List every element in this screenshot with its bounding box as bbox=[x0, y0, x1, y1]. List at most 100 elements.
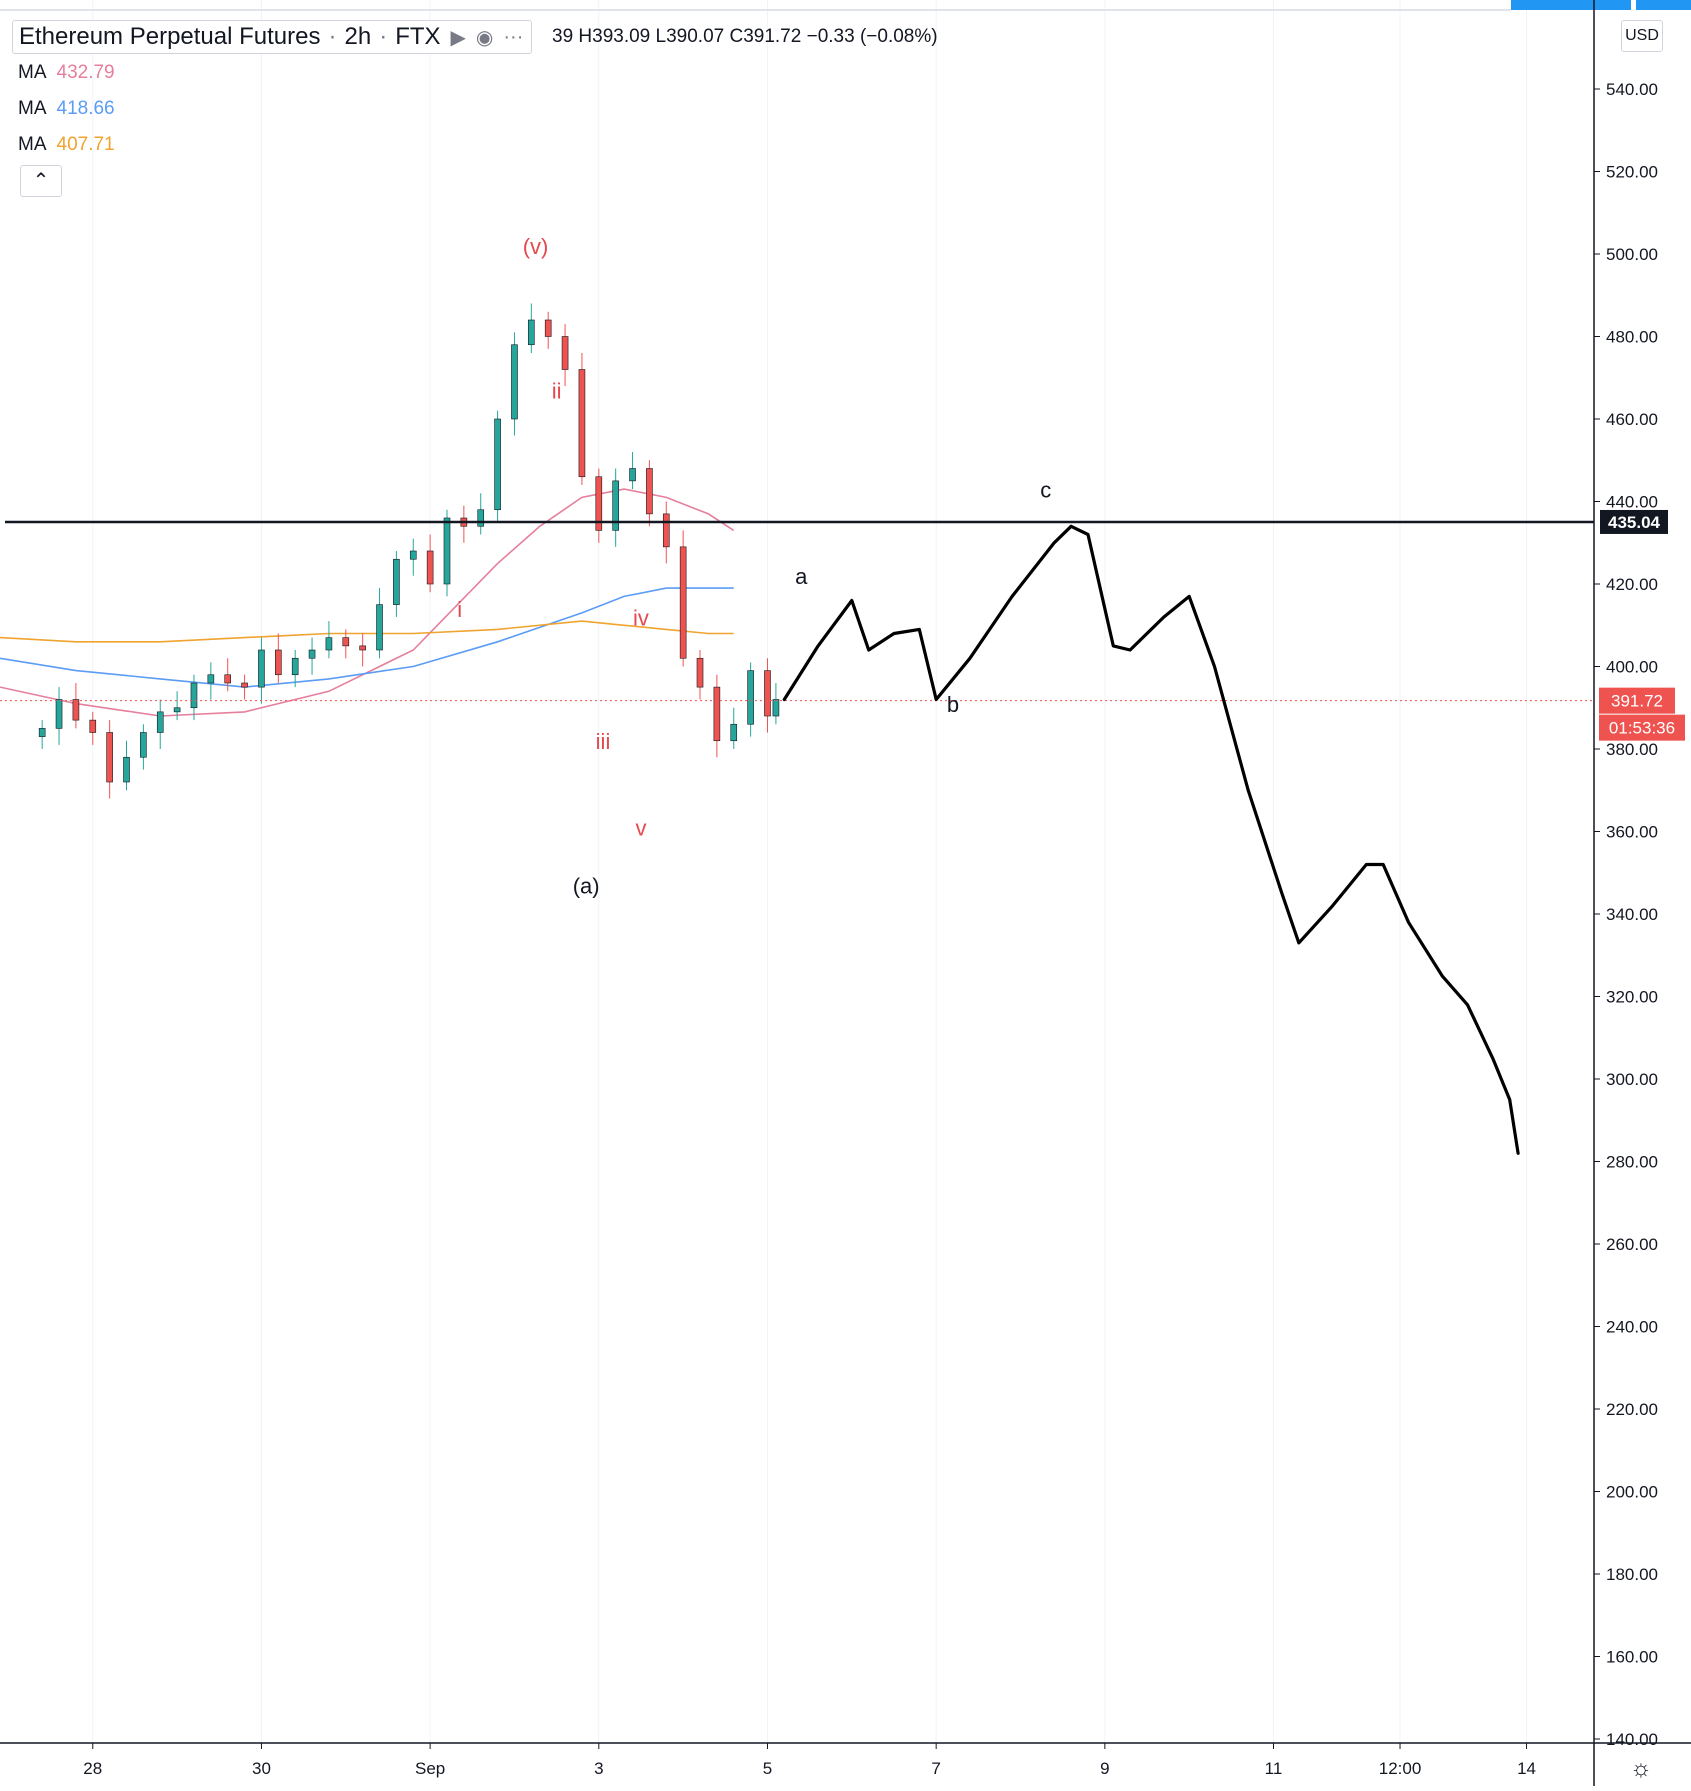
ma-value: 407.71 bbox=[56, 134, 115, 155]
bookmark-flag-icon[interactable]: ▶ bbox=[450, 26, 466, 49]
price-tick-label: 420.00 bbox=[1606, 575, 1658, 594]
price-tick-label: 460.00 bbox=[1606, 410, 1658, 429]
candle-body bbox=[595, 476, 603, 531]
time-tick-label: Sep bbox=[415, 1759, 445, 1778]
time-tick-label: 28 bbox=[83, 1759, 102, 1778]
candle-body bbox=[224, 674, 232, 684]
price-tick-label: 500.00 bbox=[1606, 245, 1658, 264]
candle-body bbox=[291, 657, 299, 676]
countdown-tag bbox=[1599, 714, 1685, 741]
candle-body bbox=[662, 513, 670, 548]
time-tick-label: 7 bbox=[931, 1759, 940, 1778]
candle-body bbox=[477, 509, 485, 527]
candle-body bbox=[342, 637, 350, 647]
ma-legend-1[interactable]: MA 432.79 bbox=[18, 62, 115, 84]
candle-body bbox=[443, 517, 451, 585]
candle-body bbox=[123, 756, 130, 783]
time-tick-label: 11 bbox=[1265, 1759, 1283, 1778]
ma-legend-2[interactable]: MA 418.66 bbox=[18, 98, 115, 120]
price-tick-label: 240.00 bbox=[1606, 1318, 1658, 1337]
collapse-legend-button[interactable]: ⌃ bbox=[20, 165, 62, 197]
price-tick-label: 260.00 bbox=[1606, 1235, 1658, 1254]
hline-price-label: 435.04 bbox=[1608, 513, 1661, 532]
wave-label: i bbox=[457, 597, 462, 622]
candle-body bbox=[528, 319, 535, 346]
candle-body bbox=[696, 657, 704, 688]
ma-line-2 bbox=[0, 587, 734, 688]
candle-body bbox=[747, 670, 754, 725]
countdown-label: 01:53:36 bbox=[1609, 719, 1675, 738]
candle-body bbox=[258, 649, 265, 688]
candle-body bbox=[106, 732, 113, 783]
ma-line-3 bbox=[0, 620, 734, 643]
ma-label: MA bbox=[18, 134, 47, 155]
wave-label: a bbox=[795, 564, 808, 589]
currency-button[interactable]: USD bbox=[1621, 20, 1663, 52]
price-lines: 435.04 391.72 01:53:36 bbox=[0, 509, 1685, 741]
price-tick-label: 480.00 bbox=[1606, 328, 1658, 347]
wave-label: iv bbox=[633, 605, 649, 630]
separator: · bbox=[379, 23, 388, 50]
ma-label: MA bbox=[18, 62, 47, 83]
price-tick-label: 440.00 bbox=[1606, 493, 1658, 512]
ohlc-readout: 39 H393.09 L390.07 C391.72 −0.33 (−0.08%… bbox=[552, 26, 938, 47]
price-tick-label: 360.00 bbox=[1606, 823, 1658, 842]
price-tick-label: 400.00 bbox=[1606, 658, 1658, 677]
candle-body bbox=[325, 637, 333, 651]
settings-gear-icon[interactable]: ☼ bbox=[1630, 1755, 1652, 1782]
symbol-exchange: FTX bbox=[395, 23, 441, 50]
price-tick-label: 300.00 bbox=[1606, 1070, 1658, 1089]
candle-body bbox=[629, 468, 636, 482]
candle-body bbox=[207, 674, 215, 684]
chevron-up-icon: ⌃ bbox=[32, 170, 50, 192]
candle-body bbox=[544, 319, 552, 337]
current-price-label: 391.72 bbox=[1611, 692, 1663, 711]
candle-body bbox=[646, 468, 653, 515]
candle-body bbox=[359, 645, 366, 651]
wave-label: c bbox=[1040, 477, 1051, 502]
candle-body bbox=[511, 344, 518, 420]
time-tick-label: 12:00 bbox=[1379, 1759, 1422, 1778]
eye-icon[interactable]: ◉ bbox=[475, 26, 494, 49]
ma-value: 418.66 bbox=[56, 98, 115, 119]
wave-label: (a) bbox=[573, 873, 600, 898]
candle-body bbox=[578, 369, 586, 478]
candle-body bbox=[376, 604, 383, 651]
price-tick-label: 320.00 bbox=[1606, 988, 1658, 1007]
candle-body bbox=[679, 546, 687, 659]
top-tab bbox=[1511, 0, 1631, 10]
forecast-drawing bbox=[782, 524, 1520, 1155]
time-tick-label: 5 bbox=[763, 1759, 772, 1778]
candle-body bbox=[308, 649, 316, 659]
separator: · bbox=[328, 23, 337, 50]
price-tick-label: 340.00 bbox=[1606, 905, 1658, 924]
candle-body bbox=[561, 336, 569, 370]
candle-body bbox=[772, 699, 780, 717]
hline-price-tag bbox=[1600, 509, 1668, 534]
candle-body bbox=[393, 558, 400, 605]
candle-body bbox=[173, 707, 181, 713]
price-tick-label: 280.00 bbox=[1606, 1153, 1658, 1172]
more-options-icon[interactable]: ··· bbox=[503, 25, 524, 48]
ma-legend-3[interactable]: MA 407.71 bbox=[18, 134, 115, 156]
top-tab bbox=[1636, 0, 1691, 10]
symbol-interval[interactable]: 2h bbox=[344, 23, 372, 50]
grid bbox=[92, 0, 1528, 1743]
price-tick-label: 200.00 bbox=[1606, 1483, 1658, 1502]
candle-body bbox=[409, 550, 417, 560]
price-tick-label: 520.00 bbox=[1606, 163, 1658, 182]
ma-label: MA bbox=[18, 98, 47, 119]
symbol-name: Ethereum Perpetual Futures bbox=[19, 23, 321, 50]
candle-body bbox=[140, 732, 147, 758]
candle-body bbox=[713, 686, 721, 742]
ma-value: 432.79 bbox=[56, 62, 115, 83]
candle-body bbox=[764, 670, 771, 717]
wave-label: ii bbox=[552, 378, 562, 403]
candle-body bbox=[426, 550, 434, 585]
symbol-legend[interactable]: Ethereum Perpetual Futures · 2h · FTX ▶ … bbox=[12, 20, 533, 54]
